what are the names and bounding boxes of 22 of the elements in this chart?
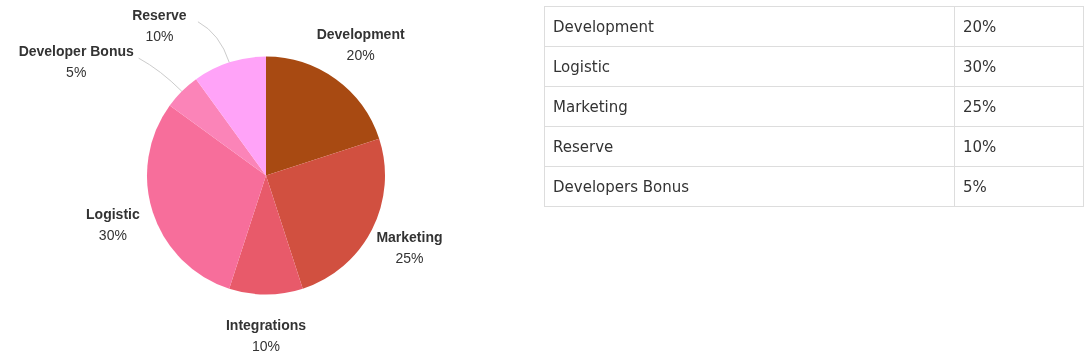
text: 20%: [963, 17, 997, 36]
category-label: Development: [544, 6, 955, 47]
slice-label: Developer Bonus: [18, 43, 134, 59]
slice-label: Logistic: [86, 206, 140, 223]
slice-label: Marketing: [376, 229, 443, 246]
text: 25%: [963, 97, 997, 116]
text: 30%: [963, 57, 997, 76]
data-label: 25%: [395, 250, 424, 267]
text: 10%: [963, 137, 997, 156]
data-label: 10%: [251, 338, 281, 352]
slice-label: Reserve: [132, 6, 187, 23]
category-label: Reserve: [544, 126, 955, 167]
category-label: Logistic: [544, 46, 955, 87]
category-label: Marketing: [544, 86, 955, 127]
category-label: Developers Bonus: [544, 166, 955, 207]
slice-label: Development: [316, 26, 405, 43]
data-label: 5%: [66, 64, 87, 80]
data-label: 20%: [346, 47, 375, 64]
slice-label: Integrations: [225, 317, 307, 334]
text: 5%: [963, 177, 987, 196]
data-label: 30%: [98, 227, 127, 244]
data-label: 10%: [145, 27, 174, 44]
